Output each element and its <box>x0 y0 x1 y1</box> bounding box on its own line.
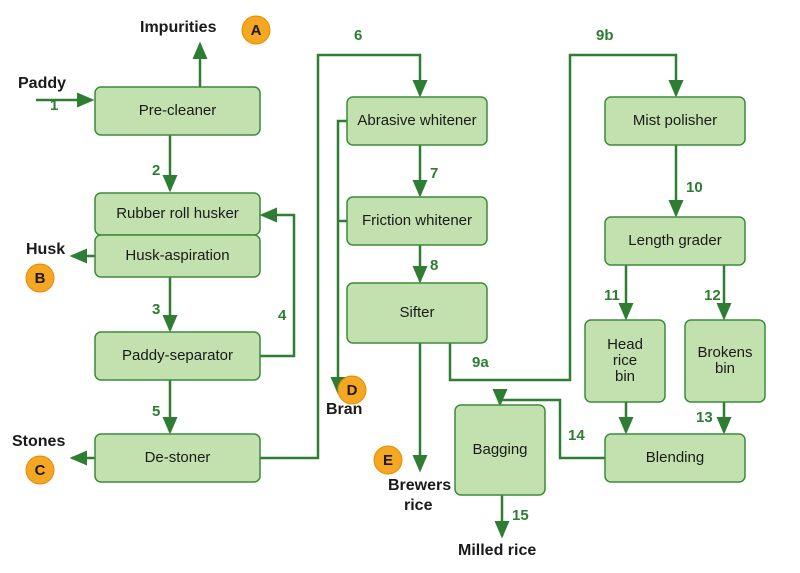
output-label-stones: Stones <box>12 433 65 450</box>
edge-label-15: 15 <box>512 507 529 524</box>
edge-label-11: 11 <box>604 287 620 304</box>
edge-branA <box>338 121 347 392</box>
node-label-brokens-1: bin <box>715 360 735 377</box>
edge-label-10: 10 <box>686 179 703 196</box>
output-label-brewers-2: rice <box>404 497 433 514</box>
node-label-rubber_husker: Rubber roll husker <box>116 205 239 222</box>
edge-label-14: 14 <box>568 427 585 444</box>
edge-label-9a: 9a <box>472 354 489 371</box>
edge-label-7: 7 <box>430 165 438 182</box>
edge-label-4: 4 <box>278 307 287 324</box>
edge-label-1: 1 <box>50 97 58 114</box>
node-label-precleaner: Pre-cleaner <box>139 102 217 119</box>
badge-label-B: B <box>35 270 46 287</box>
node-label-sifter: Sifter <box>399 304 434 321</box>
edge-label-6: 6 <box>354 27 362 44</box>
output-label-milled: Milled rice <box>458 542 536 559</box>
node-label-blending: Blending <box>646 449 704 466</box>
output-label-paddy: Paddy <box>18 75 66 92</box>
edge-label-3: 3 <box>152 301 160 318</box>
node-label-friction: Friction whitener <box>362 212 472 229</box>
edge-label-9b: 9b <box>596 27 614 44</box>
edge-label-8: 8 <box>430 257 438 274</box>
edge-label-2: 2 <box>152 162 160 179</box>
node-label-head_rice-1: rice <box>613 352 637 369</box>
rice-milling-flowchart: 123456789a9b101112131415 Pre-cleanerRubb… <box>0 0 800 573</box>
node-label-brokens-0: Brokens <box>697 344 752 361</box>
node-label-paddy_separator: Paddy-separator <box>122 347 233 364</box>
badge-label-C: C <box>35 462 46 479</box>
node-label-abrasive: Abrasive whitener <box>357 112 476 129</box>
node-label-husk_aspiration: Husk-aspiration <box>125 247 229 264</box>
badge-label-E: E <box>383 452 393 469</box>
edge-label-12: 12 <box>704 287 721 304</box>
node-label-head_rice-2: bin <box>615 368 635 385</box>
badge-label-D: D <box>347 382 358 399</box>
node-label-head_rice-0: Head <box>607 336 643 353</box>
edge-label-13b: 13 <box>696 409 713 426</box>
node-label-mist: Mist polisher <box>633 112 717 129</box>
output-label-husk: Husk <box>26 241 65 258</box>
badge-label-A: A <box>251 22 262 39</box>
node-label-bagging: Bagging <box>472 441 527 458</box>
node-label-destoner: De-stoner <box>145 449 211 466</box>
output-label-brewers: Brewers <box>388 477 451 494</box>
output-label-impurities: Impurities <box>140 19 217 36</box>
node-label-length_grader: Length grader <box>628 232 721 249</box>
nodes-layer: Pre-cleaner Rubber roll husker Husk-aspira… <box>95 87 765 495</box>
edge-label-5: 5 <box>152 403 160 420</box>
edge-4 <box>260 215 294 356</box>
